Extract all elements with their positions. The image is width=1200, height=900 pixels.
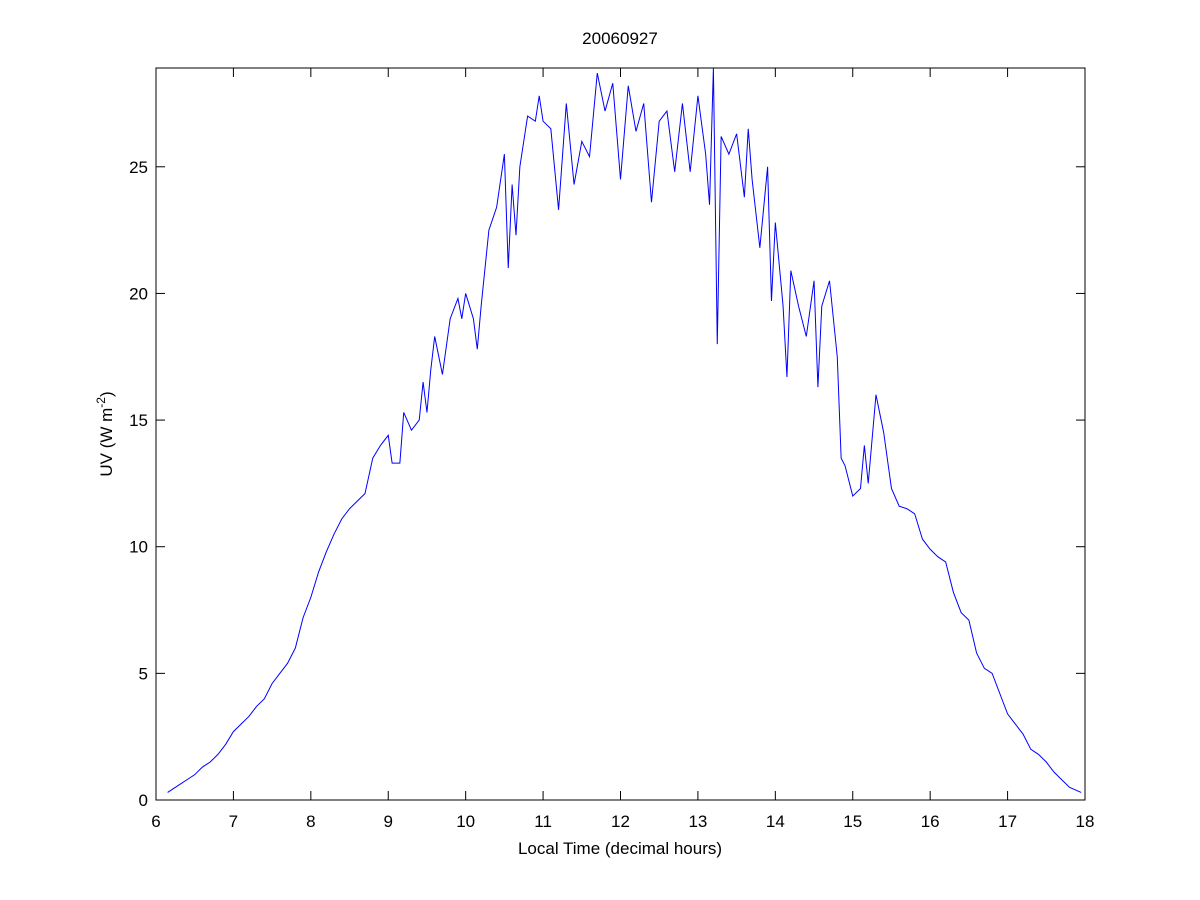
data-line bbox=[167, 67, 1082, 793]
chart-title: 20060927 bbox=[582, 29, 658, 48]
y-axis-label-text: UV (W m bbox=[97, 408, 116, 477]
plot-frame bbox=[155, 67, 1086, 801]
x-tick-label: 8 bbox=[306, 812, 315, 831]
x-tick-label: 17 bbox=[998, 812, 1017, 831]
x-tick-label: 6 bbox=[151, 812, 160, 831]
x-tick-label: 10 bbox=[456, 812, 475, 831]
x-tick-label: 16 bbox=[921, 812, 940, 831]
x-tick-label: 11 bbox=[534, 812, 552, 831]
y-tick-label: 25 bbox=[129, 158, 148, 177]
y-tick-label: 5 bbox=[139, 664, 148, 683]
x-tick-label: 15 bbox=[843, 812, 862, 831]
y-axis-label-end: ) bbox=[97, 391, 116, 397]
x-tick-label: 14 bbox=[766, 812, 785, 831]
x-tick-label: 7 bbox=[229, 812, 238, 831]
y-tick-label: 0 bbox=[139, 791, 148, 810]
x-tick-label: 13 bbox=[688, 812, 707, 831]
y-axis-label: UV (W m-2) bbox=[94, 391, 116, 476]
y-tick-label: 15 bbox=[129, 411, 148, 430]
x-tick-label: 18 bbox=[1076, 812, 1095, 831]
y-tick-label: 20 bbox=[129, 284, 148, 303]
y-axis-label-sup: -2 bbox=[94, 397, 108, 408]
x-tick-label: 9 bbox=[384, 812, 393, 831]
x-axis-label: Local Time (decimal hours) bbox=[518, 839, 722, 858]
y-tick-label: 10 bbox=[129, 538, 148, 557]
x-tick-label: 12 bbox=[611, 812, 630, 831]
